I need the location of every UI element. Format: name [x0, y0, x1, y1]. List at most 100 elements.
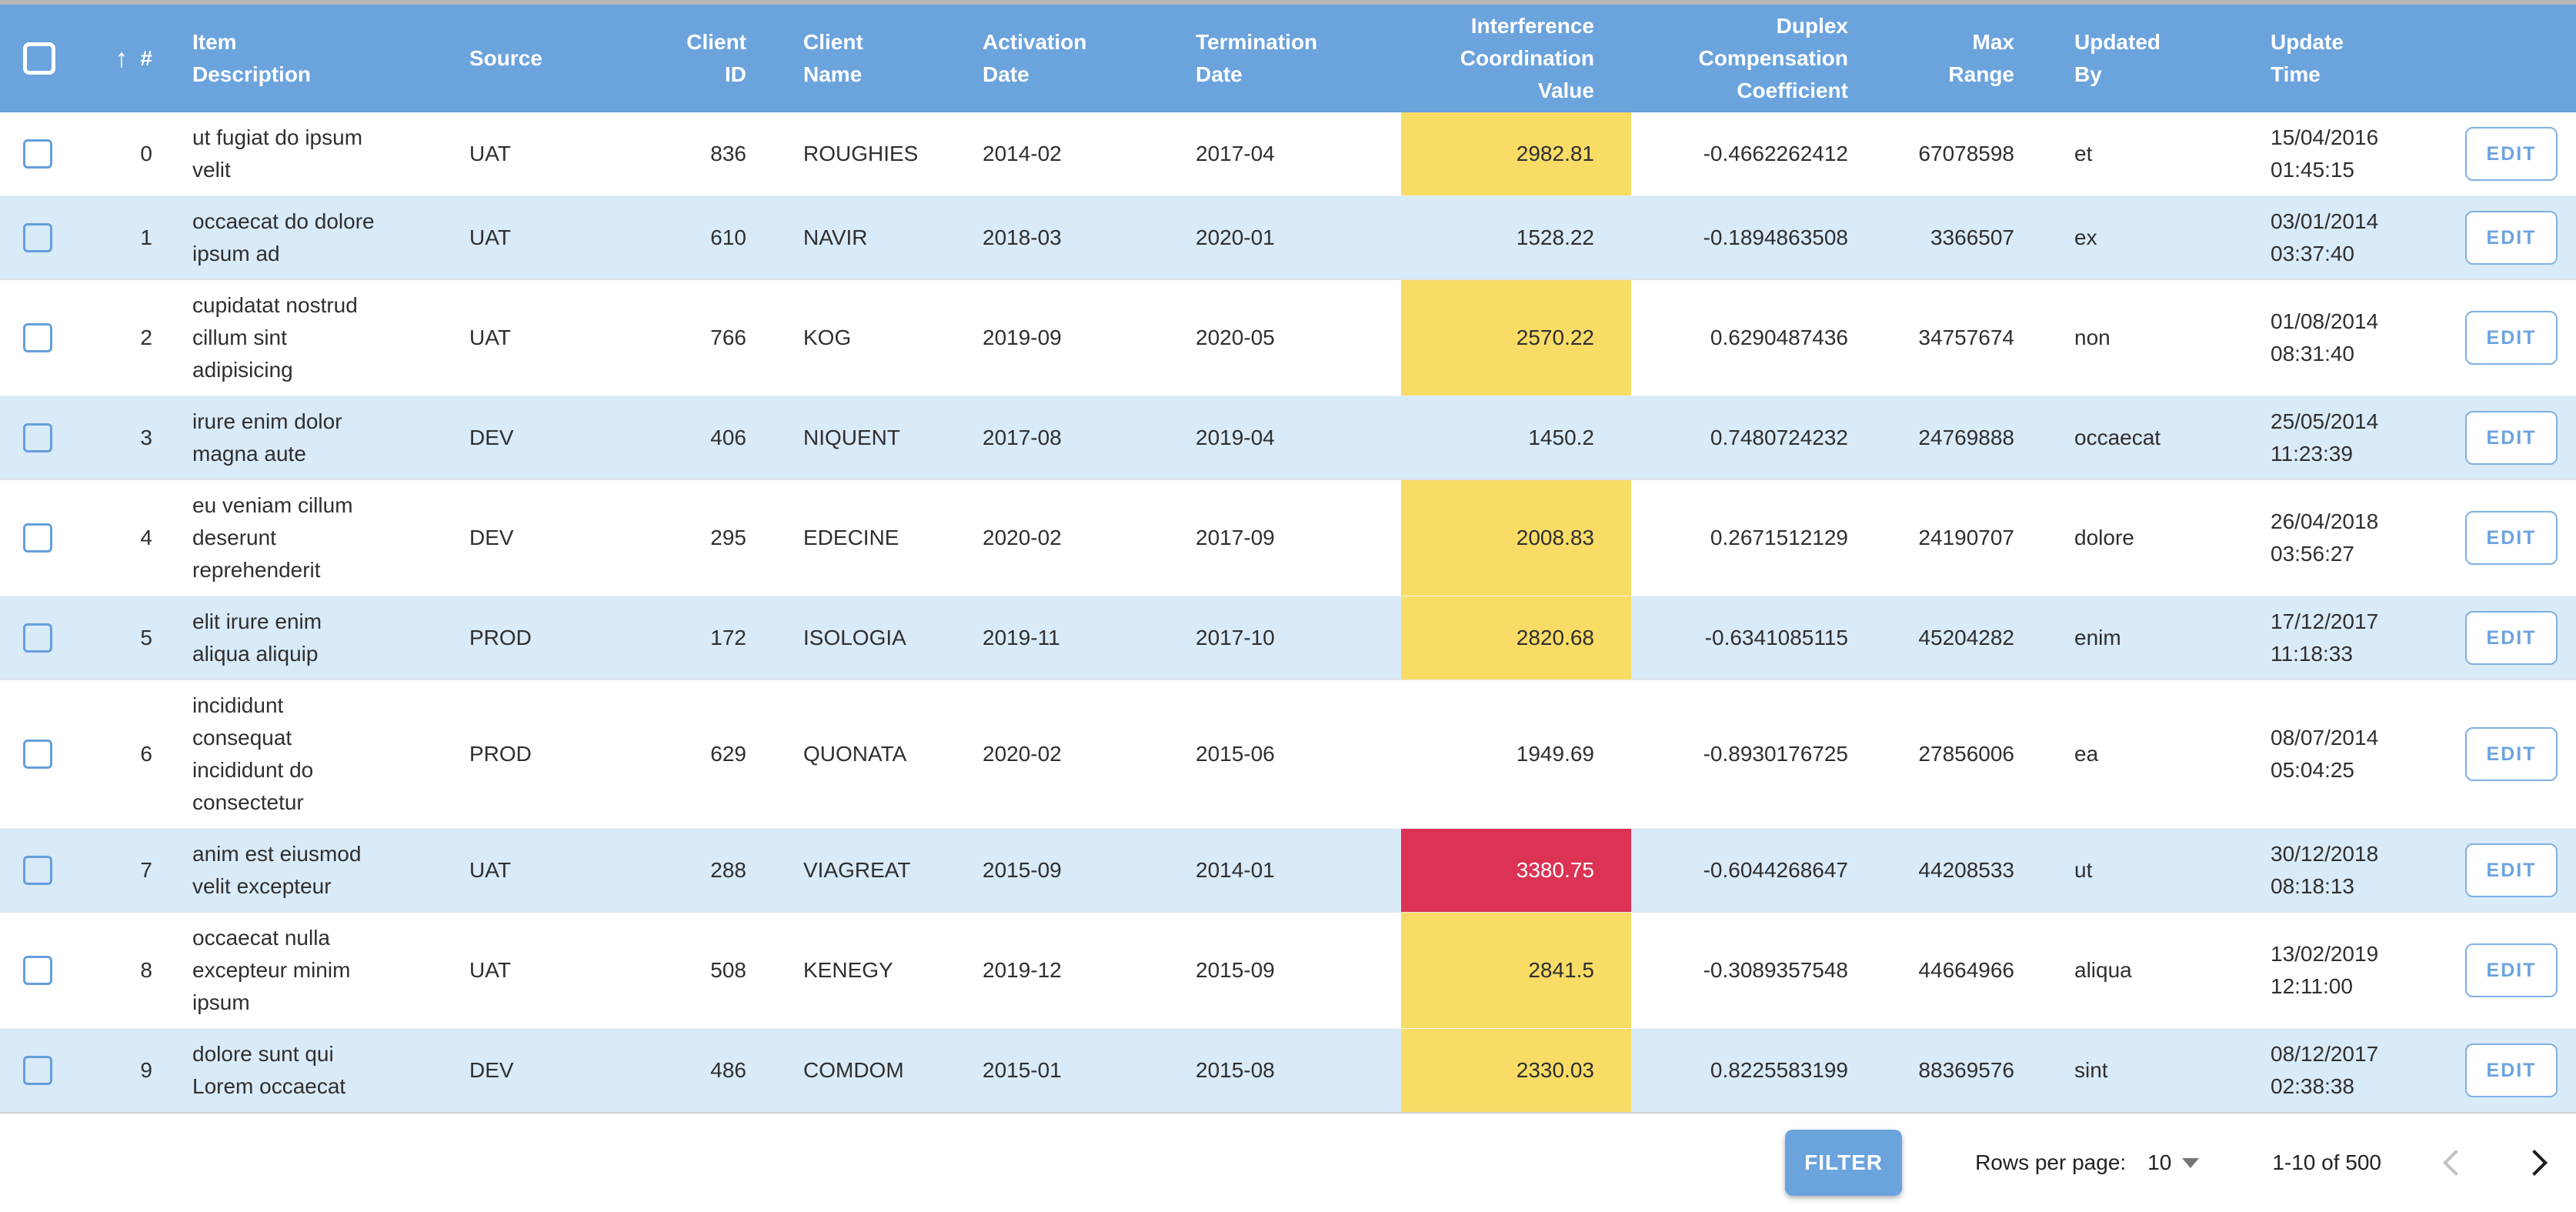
- row-select-cell: [0, 913, 85, 1028]
- row-number-cell: 7: [140, 858, 152, 882]
- row-checkbox[interactable]: [23, 523, 52, 553]
- table-row: 5 elit irure enim aliqua aliquip PROD 17…: [0, 596, 2576, 679]
- chevron-down-icon: [2182, 1157, 2200, 1168]
- rows-per-page-select[interactable]: 10: [2147, 1150, 2200, 1175]
- client-id-cell: 295: [710, 526, 746, 549]
- updated-by-cell: et: [2074, 142, 2093, 165]
- interference-cell: 3380.75: [1401, 829, 1631, 912]
- client-id-cell: 836: [710, 142, 746, 165]
- duplex-coefficient-cell: 0.6290487436: [1710, 326, 1848, 349]
- row-checkbox[interactable]: [23, 223, 52, 252]
- max-range-cell: 45204282: [1918, 626, 2014, 649]
- interference-cell: 2008.83: [1401, 480, 1631, 596]
- edit-button[interactable]: EDIT: [2465, 611, 2558, 665]
- previous-page-icon[interactable]: [2443, 1150, 2469, 1176]
- next-page-icon[interactable]: [2521, 1150, 2548, 1176]
- interference-cell: 1450.2: [1528, 426, 1594, 449]
- filter-button[interactable]: FILTER: [1785, 1130, 1903, 1196]
- edit-cell: EDIT: [2447, 480, 2576, 596]
- row-checkbox[interactable]: [23, 623, 52, 653]
- table-row: 2 cupidatat nostrud cillum sint adipisic…: [0, 279, 2576, 396]
- client-id-cell: 406: [710, 426, 746, 449]
- activation-date-cell: 2019-09: [983, 326, 1062, 349]
- table-row: 3 irure enim dolor magna aute DEV 406 NI…: [0, 396, 2576, 479]
- client-id-cell: 486: [710, 1058, 746, 1082]
- table-header-row: ↑ # Item Description Source Client ID Cl…: [0, 5, 2576, 112]
- activation-date-cell: 2019-11: [983, 626, 1060, 649]
- max-range-cell: 67078598: [1918, 142, 2014, 165]
- row-select-cell: [0, 196, 85, 279]
- source-cell: DEV: [469, 426, 514, 449]
- row-number-cell: 3: [140, 426, 152, 449]
- edit-button[interactable]: EDIT: [2465, 211, 2558, 265]
- updated-by-cell: sint: [2074, 1058, 2108, 1082]
- activation-date-cell: 2015-09: [983, 858, 1062, 882]
- update-time-cell: 17/12/2017 11:18:33: [2271, 609, 2379, 666]
- activation-date-cell: 2014-02: [983, 142, 1062, 165]
- client-id-cell: 766: [710, 326, 746, 349]
- item-description-cell: irure enim dolor magna aute: [192, 409, 342, 466]
- row-checkbox[interactable]: [23, 323, 52, 352]
- row-checkbox[interactable]: [23, 423, 52, 452]
- row-checkbox[interactable]: [23, 1056, 52, 1085]
- row-checkbox[interactable]: [23, 139, 52, 169]
- item-description-cell: anim est eiusmod velit excepteur: [192, 842, 362, 898]
- activation-date-cell: 2018-03: [983, 225, 1062, 249]
- table-row: 0 ut fugiat do ipsum velit UAT 836 ROUGH…: [0, 112, 2576, 195]
- edit-button[interactable]: EDIT: [2465, 1043, 2558, 1097]
- updated-by-cell: occaecat: [2074, 426, 2161, 449]
- updated-by-cell: aliqua: [2074, 958, 2132, 982]
- edit-button[interactable]: EDIT: [2465, 411, 2558, 465]
- row-select-cell: [0, 596, 85, 679]
- header-source: Source: [469, 46, 542, 70]
- row-number-cell: 0: [140, 142, 152, 165]
- updated-by-cell: enim: [2074, 626, 2121, 649]
- update-time-cell: 03/01/2014 03:37:40: [2271, 209, 2379, 265]
- item-description-cell: incididunt consequat incididunt do conse…: [192, 693, 314, 814]
- update-time-cell: 30/12/2018 08:18:13: [2271, 842, 2379, 898]
- pagination-range-label: 1-10 of 500: [2272, 1150, 2381, 1174]
- edit-button[interactable]: EDIT: [2465, 727, 2558, 781]
- select-all-checkbox[interactable]: [23, 42, 55, 75]
- edit-button[interactable]: EDIT: [2465, 311, 2558, 365]
- header-max-range: Max Range: [1948, 30, 2014, 86]
- row-number-cell: 1: [140, 225, 152, 249]
- interference-cell: 2570.22: [1401, 280, 1631, 396]
- client-id-cell: 288: [710, 858, 746, 882]
- interference-cell: 2982.81: [1401, 112, 1631, 195]
- header-item-description: Item Description: [192, 30, 312, 86]
- row-select-cell: [0, 112, 85, 195]
- edit-button[interactable]: EDIT: [2465, 511, 2558, 565]
- row-number-cell: 8: [140, 958, 152, 982]
- table-row: 4 eu veniam cillum deserunt reprehenderi…: [0, 479, 2576, 596]
- item-description-cell: elit irure enim aliqua aliquip: [192, 609, 322, 666]
- sort-ascending-icon[interactable]: ↑: [115, 44, 128, 73]
- source-cell: PROD: [469, 626, 532, 649]
- termination-date-cell: 2017-09: [1196, 526, 1275, 549]
- duplex-coefficient-cell: -0.1894863508: [1703, 225, 1848, 249]
- termination-date-cell: 2015-09: [1196, 958, 1275, 982]
- activation-date-cell: 2017-08: [983, 426, 1062, 449]
- termination-date-cell: 2017-10: [1196, 626, 1275, 649]
- termination-date-cell: 2014-01: [1196, 858, 1275, 882]
- edit-button[interactable]: EDIT: [2465, 943, 2558, 997]
- item-description-cell: ut fugiat do ipsum velit: [192, 125, 363, 182]
- edit-cell: EDIT: [2447, 913, 2576, 1028]
- item-description-cell: occaecat nulla excepteur minim ipsum: [192, 926, 351, 1014]
- edit-button[interactable]: EDIT: [2465, 843, 2558, 897]
- source-cell: UAT: [469, 142, 511, 165]
- row-checkbox[interactable]: [23, 740, 52, 769]
- edit-cell: EDIT: [2447, 396, 2576, 479]
- row-checkbox[interactable]: [23, 856, 52, 885]
- activation-date-cell: 2019-12: [983, 958, 1062, 982]
- header-client-id: Client ID: [686, 30, 746, 86]
- header-select-all-cell: [0, 5, 85, 112]
- row-checkbox[interactable]: [23, 956, 52, 985]
- interference-cell: 2841.5: [1401, 913, 1631, 1028]
- client-name-cell: ROUGHIES: [803, 142, 919, 165]
- duplex-coefficient-cell: 0.2671512129: [1710, 526, 1848, 549]
- update-time-cell: 01/08/2014 08:31:40: [2271, 309, 2379, 366]
- edit-button[interactable]: EDIT: [2465, 127, 2558, 181]
- rows-per-page-label: Rows per page:: [1975, 1150, 2127, 1174]
- header-interference-coordination-value: Interference Coordination Value: [1460, 14, 1594, 102]
